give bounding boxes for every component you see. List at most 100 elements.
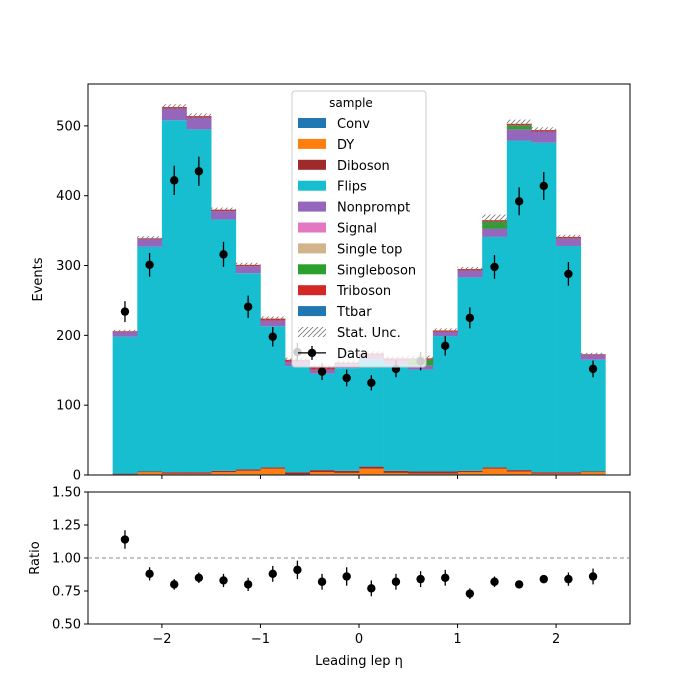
data-point (441, 341, 450, 351)
ratio-point (514, 580, 524, 589)
bar-segment (161, 472, 187, 474)
bar-segment (137, 239, 163, 247)
ratio-point (342, 572, 351, 581)
stat-unc-hatch (457, 266, 483, 272)
legend-entry: Triboson (336, 284, 391, 299)
bar-segment (186, 472, 212, 474)
bar-segment (112, 331, 138, 337)
stat-unc-hatch (161, 104, 187, 110)
y-axis-label: Events (31, 257, 46, 301)
bar-segment (211, 472, 237, 475)
series-dy (137, 468, 606, 475)
bar-segment (334, 470, 360, 473)
bar-segment (580, 471, 606, 473)
bar-segment (359, 466, 384, 469)
bar-segment (457, 277, 483, 471)
bar-segment (334, 472, 360, 475)
legend-swatch (298, 118, 326, 128)
legend-swatch (298, 243, 326, 254)
y-tick-label: 500 (56, 119, 81, 134)
legend-swatch (298, 138, 326, 149)
bar-segment (482, 468, 508, 475)
bar-segment (580, 354, 606, 360)
stat-unc-hatch (235, 262, 261, 267)
bar-segment (432, 473, 458, 475)
bar-segment (137, 246, 163, 472)
ratio-point (120, 535, 130, 544)
x-axis-label: Leading lep η (315, 654, 403, 669)
stat-unc-hatch (260, 316, 286, 321)
data-point (539, 181, 548, 191)
data-point (342, 373, 351, 383)
ratio-plot: 0.50 0.75 1.00 1.25 1.50 −2 −1 0 1 2 Ratio Leading … (28, 486, 631, 669)
bar-segment (506, 471, 532, 475)
bar-segment (432, 336, 458, 472)
bar-segment (235, 470, 261, 475)
ratio-point (539, 574, 548, 584)
series-diboson (112, 466, 606, 475)
data-point (194, 167, 204, 176)
ratio-point (268, 569, 277, 579)
legend-entry: Singleboson (337, 263, 416, 278)
ratio-point (391, 577, 401, 586)
bar-segment (580, 472, 606, 475)
bar-segment (285, 366, 311, 473)
ratio-point (465, 589, 475, 598)
legend-swatch (298, 201, 326, 212)
ratio-point (317, 577, 327, 586)
bar-segment (260, 326, 286, 468)
bar-segment (186, 473, 212, 475)
main-plot: 0 100 200 300 400 500 Events (31, 83, 631, 484)
bar-segment (482, 467, 508, 469)
bar-segment (211, 211, 237, 220)
bar-segment (383, 364, 409, 471)
ratio-point (243, 580, 253, 589)
bar-segment (211, 470, 237, 473)
legend-entry: DY (337, 138, 354, 153)
bar-segment (309, 472, 335, 475)
bar-segment (186, 129, 212, 473)
ratio-y-tick-label: 0.75 (52, 585, 81, 600)
bar-segment (432, 471, 458, 474)
ratio-point (416, 574, 425, 584)
stat-unc-hatch (531, 127, 557, 133)
x-tick-label: 0 (355, 632, 363, 647)
legend-swatch-stat-unc (298, 327, 326, 337)
bar-segment (408, 473, 434, 475)
stat-unc-hatch (211, 207, 236, 212)
data-point (564, 269, 573, 279)
bar-segment (137, 471, 163, 473)
bar-segment (482, 228, 508, 237)
bar-segment (260, 468, 286, 475)
data-point (120, 307, 130, 316)
bar-segment (137, 472, 163, 475)
ratio-point (441, 573, 450, 582)
bar-segment (457, 470, 483, 473)
x-tick-label: −1 (251, 632, 270, 647)
bar-segment (408, 471, 434, 474)
data-point (145, 260, 154, 270)
legend-entry: Flips (337, 180, 367, 195)
stat-unc-hatch (137, 236, 162, 241)
y-tick-label: 100 (56, 399, 81, 414)
legend-entry: Nonprompt (337, 201, 410, 216)
bar-segment (457, 472, 483, 475)
ratio-point (293, 565, 302, 575)
ratio-point (588, 572, 598, 581)
ratio-points (120, 530, 598, 599)
data-point (514, 197, 524, 206)
bar-segment (556, 238, 582, 246)
bar-segment (556, 472, 582, 474)
bar-segment (556, 473, 582, 475)
bar-segment (112, 336, 138, 474)
bar-segment (531, 131, 557, 143)
data-point (588, 364, 598, 374)
legend-entry: Conv (337, 117, 370, 132)
data-point (219, 250, 228, 259)
bar-segment (506, 129, 532, 141)
legend-swatch (298, 306, 326, 317)
ratio-y-axis-label: Ratio (28, 541, 43, 574)
legend-swatch (298, 222, 326, 233)
stat-unc-hatch (112, 329, 138, 333)
